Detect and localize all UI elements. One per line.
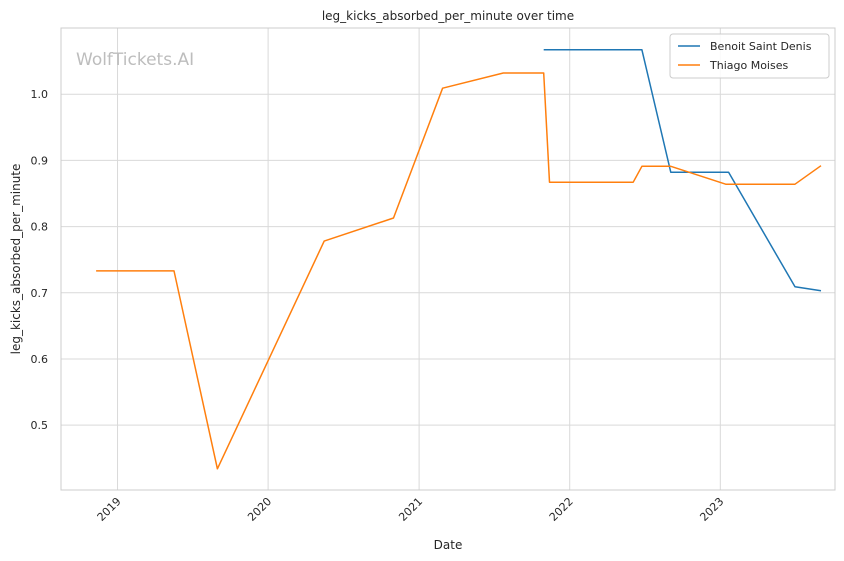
chart-title: leg_kicks_absorbed_per_minute over time	[322, 9, 574, 23]
legend-label: Benoit Saint Denis	[710, 40, 812, 53]
y-tick-label: 0.6	[31, 353, 49, 366]
series-line-1	[543, 49, 822, 292]
y-tick-label: 0.5	[31, 419, 49, 432]
y-tick-label: 1.0	[31, 88, 49, 101]
legend-label: Thiago Moises	[709, 59, 788, 72]
watermark: WolfTickets.AI	[76, 50, 194, 70]
x-tick-label: 2021	[396, 495, 425, 524]
y-tick-label: 0.7	[31, 287, 49, 300]
x-axis-ticks: 2019 2020 2021 2022 2023	[95, 495, 727, 524]
x-tick-label: 2022	[547, 495, 576, 524]
series-line-2	[96, 72, 822, 470]
y-axis-ticks: 0.5 0.6 0.7 0.8 0.9 1.0	[31, 88, 49, 432]
y-tick-label: 0.9	[31, 154, 49, 167]
y-axis-title: leg_kicks_absorbed_per_minute	[9, 164, 23, 355]
x-tick-label: 2023	[697, 495, 726, 524]
plot-frame	[60, 27, 836, 491]
x-tick-label: 2019	[95, 495, 124, 524]
grid	[61, 28, 835, 490]
x-axis-title: Date	[434, 538, 463, 552]
x-tick-label: 2020	[245, 495, 274, 524]
legend: Benoit Saint Denis Thiago Moises	[669, 33, 830, 79]
series-layer	[96, 49, 822, 470]
y-tick-label: 0.8	[31, 221, 49, 234]
legend-box	[669, 33, 830, 79]
